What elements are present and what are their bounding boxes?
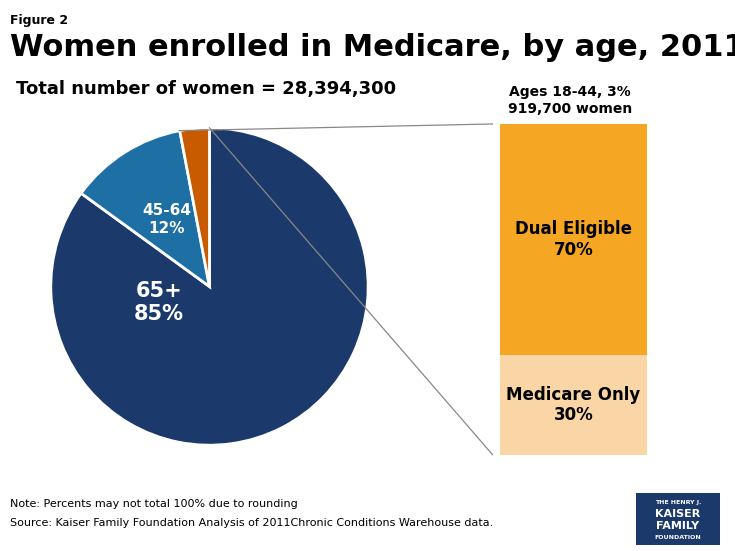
Bar <box>500 355 647 455</box>
Bar <box>500 124 647 355</box>
Text: 45-64
12%: 45-64 12% <box>143 203 191 236</box>
Text: Ages 18-44, 3%
919,700 women: Ages 18-44, 3% 919,700 women <box>507 85 632 116</box>
Text: Total number of women = 28,394,300: Total number of women = 28,394,300 <box>15 80 396 98</box>
Text: Dual Eligible
70%: Dual Eligible 70% <box>514 220 632 259</box>
Text: THE HENRY J.: THE HENRY J. <box>655 500 701 505</box>
Text: Note: Percents may not total 100% due to rounding: Note: Percents may not total 100% due to… <box>10 499 298 509</box>
Wedge shape <box>81 131 209 287</box>
Text: FOUNDATION: FOUNDATION <box>655 534 701 539</box>
Text: Source: Kaiser Family Foundation Analysis of 2011Chronic Conditions Warehouse da: Source: Kaiser Family Foundation Analysi… <box>10 518 493 528</box>
Text: Women enrolled in Medicare, by age, 2011: Women enrolled in Medicare, by age, 2011 <box>10 33 735 62</box>
Text: FAMILY: FAMILY <box>656 521 700 531</box>
Text: 65+
85%: 65+ 85% <box>134 281 184 324</box>
Text: Medicare Only
30%: Medicare Only 30% <box>506 386 640 424</box>
Text: KAISER: KAISER <box>656 509 700 519</box>
Wedge shape <box>180 128 209 287</box>
Text: Figure 2: Figure 2 <box>10 14 68 27</box>
Wedge shape <box>51 128 368 445</box>
